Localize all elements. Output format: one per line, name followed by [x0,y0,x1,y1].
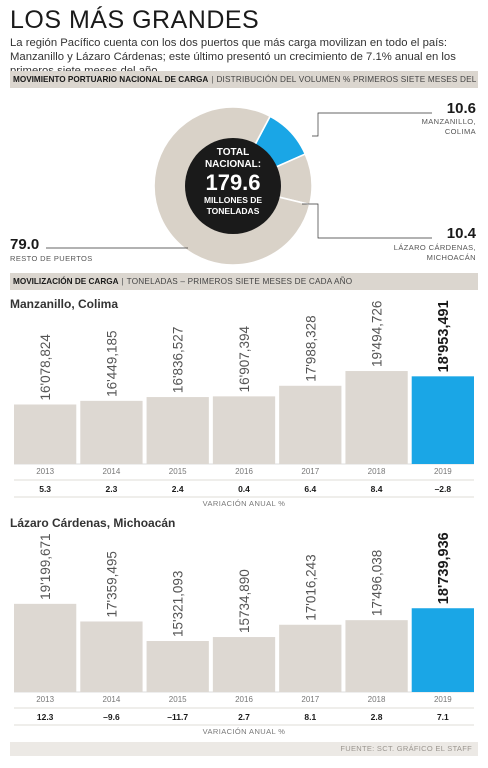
variation-value: 8.1 [304,712,316,722]
pie-label-resto: RESTO DE PUERTOS [10,254,93,263]
chart-title-lazaro: Lázaro Cárdenas, Michoacán [10,516,176,530]
pie-label-manzanillo: MANZANILLO, COLIMA [422,117,476,137]
x-tick-label: 2016 [235,695,253,704]
leader-line-manzanillo [312,112,432,137]
bar-value-label: 17'359,495 [104,551,119,617]
pie-value-manzanillo: 10.6 [446,100,476,117]
pie-chart: TOTAL NACIONAL: 179.6 MILLONES DE TONELA… [46,106,432,266]
bar [146,641,209,692]
bar [14,404,77,464]
variation-value: 2.8 [371,712,383,722]
x-tick-label: 2017 [301,695,319,704]
variation-value: 5.3 [39,484,51,494]
variation-value: 8.4 [371,484,383,494]
pie-center-line1: TOTAL [217,147,249,158]
variation-axis-label: VARIACIÓN ANUAL % [203,499,286,508]
bar-value-label: 15'321,093 [171,571,186,637]
page-title: LOS MÁS GRANDES [10,6,260,34]
x-tick-label: 2015 [169,467,187,476]
bar-value-label: 17'016,243 [303,554,318,620]
bar [212,637,276,692]
pie-center-line3: MILLONES DE [204,195,262,205]
pie-center-value: 179.6 [205,170,260,195]
x-tick-label: 2014 [103,695,121,704]
x-tick-label: 2016 [235,467,253,476]
bar [80,400,143,464]
bar-value-label: 19'494,726 [370,301,385,367]
x-tick-label: 2018 [368,467,386,476]
bar [279,624,342,692]
bar [279,385,342,464]
section-heading: MOVIMIENTO PORTUARIO NACIONAL DE CARGA [13,75,209,84]
pie-center-line4: TONELADAS [207,206,260,216]
source-note: FUENTE: SCT. GRÁFICO EL STAFF [10,742,478,756]
variation-value: 2.7 [238,712,250,722]
pie-leader-lines [46,112,432,249]
chart-title-manzanillo: Manzanillo, Colima [10,297,119,311]
pie-label-lazaro: LÁZARO CÁRDENAS, MICHOACÁN [394,243,476,263]
pie-label-line: COLIMA [444,127,476,136]
pie-center-hole [185,138,281,234]
variation-value: –2.8 [435,484,452,494]
pie-label-line: MICHOACÁN [426,253,476,262]
bar [146,397,209,464]
pie-center-line2: NACIONAL: [205,159,261,170]
bar [345,620,408,692]
variation-value: 2.3 [106,484,118,494]
bar-value-label: 18'953,491 [436,300,452,372]
bar-value-label: 17'496,038 [370,550,385,616]
x-tick-label: 2017 [301,467,319,476]
pie-label-line: LÁZARO CÁRDENAS, [393,243,476,252]
bar [345,371,408,464]
bar [80,621,143,692]
section-heading: MOVILIZACIÓN DE CARGA [13,277,119,286]
variation-axis-label: VARIACIÓN ANUAL % [203,727,286,736]
bar-value-label: 16'907,394 [237,325,252,392]
x-tick-label: 2019 [434,695,452,704]
source-text: FUENTE: SCT. GRÁFICO EL STAFF [340,744,472,753]
x-tick-label: 2014 [103,467,121,476]
x-tick-label: 2013 [36,695,54,704]
section-header-bars: MOVILIZACIÓN DE CARGA | TONELADAS – PRIMER… [10,273,478,290]
x-tick-label: 2013 [36,467,54,476]
bar-value-label: 16'078,824 [38,334,53,401]
variation-value: 2.4 [172,484,184,494]
section-subheading: TONELADAS – PRIMEROS SIETE MESES DE CADA… [126,277,353,286]
variation-value: 7.1 [437,712,449,722]
bar [14,603,77,692]
bar-value-label: 15734,890 [237,569,252,633]
leader-line-lazaro [302,203,432,239]
section-header-pie: MOVIMIENTO PORTUARIO NACIONAL DE CARGA | D… [10,71,478,88]
bar-chart-lazaro: 19'199,671 2013 12.3 17'359,495 2014 –9.6 15'3… [14,532,474,736]
variation-value: –9.6 [103,712,120,722]
bar [411,376,474,464]
x-tick-label: 2018 [368,695,386,704]
variation-value: 6.4 [304,484,316,494]
bar-value-label: 17'988,328 [303,315,318,381]
pie-value-resto: 79.0 [10,236,40,253]
section-subheading: DISTRIBUCIÓN DEL VOLUMEN % PRIMEROS SIET… [216,75,478,84]
x-tick-label: 2019 [434,467,452,476]
variation-value: 0.4 [238,484,250,494]
bar-value-label: 18'739,936 [436,532,452,604]
bar-value-label: 16'836,527 [171,327,186,393]
x-tick-label: 2015 [169,695,187,704]
variation-value: 12.3 [37,712,54,722]
variation-value: –11.7 [167,712,188,722]
bar [212,396,276,464]
bar-value-label: 16'449,185 [104,330,119,396]
bar-chart-manzanillo: 16'078,824 2013 5.3 16'449,185 2014 2.3 16'836… [14,300,474,508]
pie-label-line: MANZANILLO, [421,117,476,126]
bar-value-label: 19'199,671 [38,533,53,599]
pie-value-lazaro: 10.4 [446,225,476,242]
bar [411,608,474,692]
